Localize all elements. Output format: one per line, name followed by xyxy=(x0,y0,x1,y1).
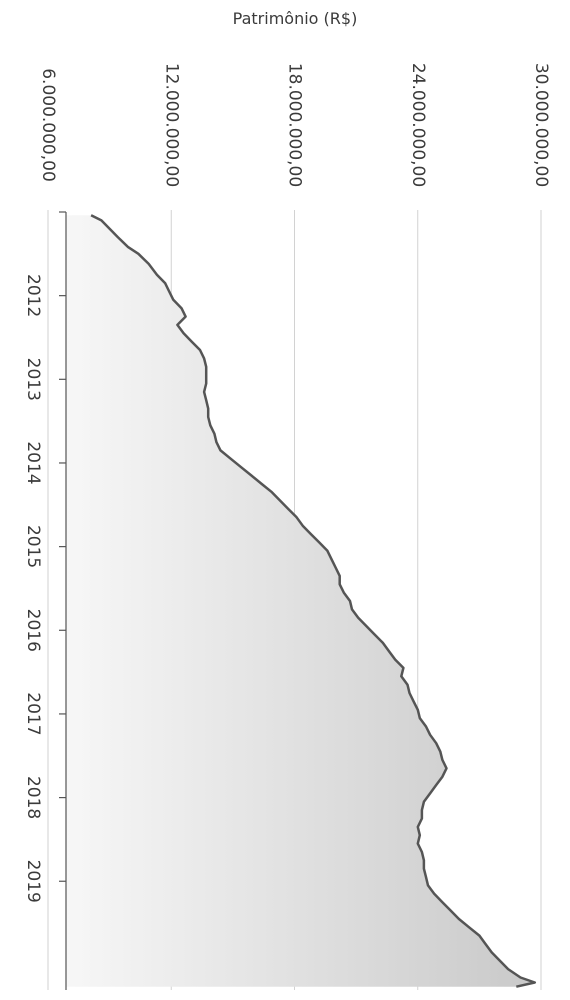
x-axis-ticks: 2012 2013 2014 2015 2016 2017 2018 2019 xyxy=(23,211,66,903)
x-tick-label: 2012 xyxy=(23,274,43,317)
x-tick-label: 2014 xyxy=(23,441,43,484)
y-tick-label: 6.000.000,00 xyxy=(38,68,58,182)
x-tick-label: 2019 xyxy=(23,860,43,903)
area-fill xyxy=(66,215,535,987)
y-tick-label: 18.000.000,00 xyxy=(285,63,305,187)
x-tick-label: 2017 xyxy=(23,692,43,735)
series-line xyxy=(90,214,537,988)
y-axis-ticks: 6.000.000,00 12.000.000,00 18.000.000,00 24… xyxy=(38,63,551,187)
x-tick-label: 2015 xyxy=(23,525,43,568)
x-tick-label: 2018 xyxy=(23,776,43,819)
y-tick-label: 30.000.000,00 xyxy=(531,63,551,187)
x-tick-label: 2013 xyxy=(23,358,43,401)
y-tick-label: 24.000.000,00 xyxy=(408,63,428,187)
y-axis-title: Patrimônio (R$) xyxy=(233,9,358,28)
y-tick-label: 12.000.000,00 xyxy=(161,63,181,187)
x-tick-label: 2016 xyxy=(23,609,43,652)
